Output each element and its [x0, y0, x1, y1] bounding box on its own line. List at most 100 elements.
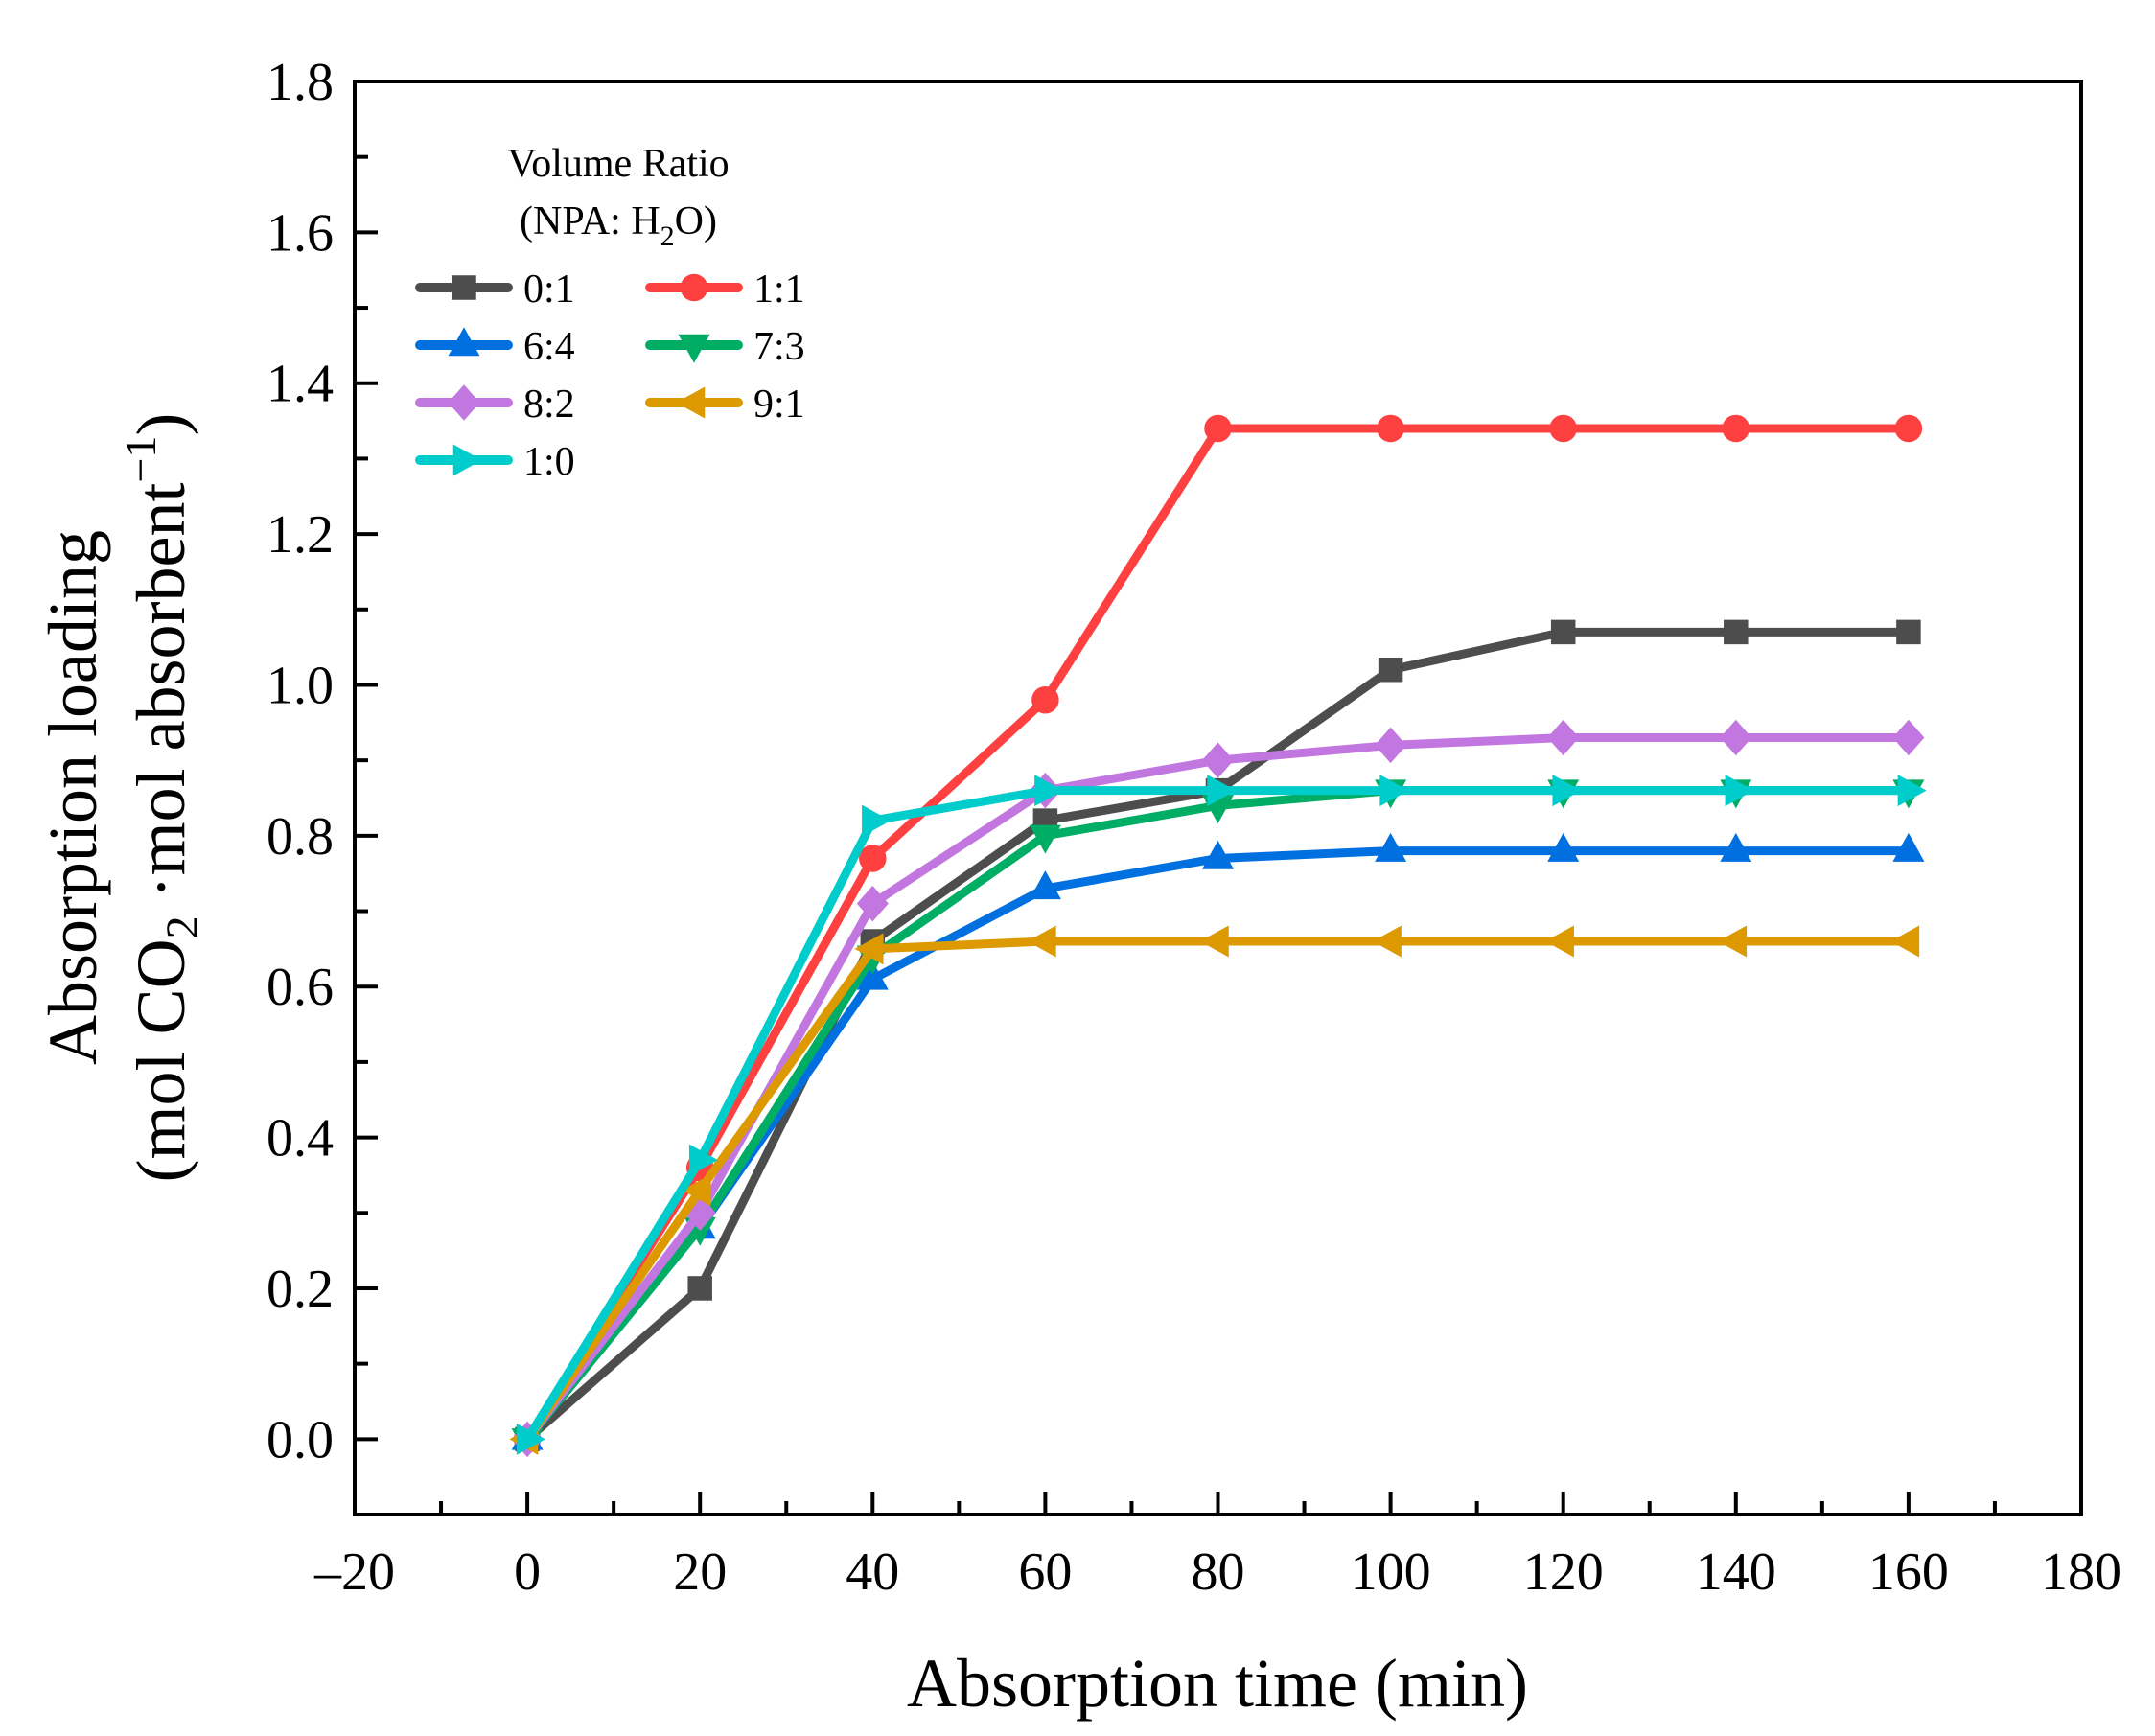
- legend-label: 1:0: [523, 440, 575, 484]
- legend-items: 0:1 1:1 6:4 7:3 8:2 9:1 1:0: [415, 267, 805, 484]
- axes: –20 0 20 40 60 80 100 120 140 160 180 0.0 0.2 0.4 0.6 0…: [266, 53, 2121, 1602]
- y-axis-title-line2: (mol CO2 ·mol absorbent−1): [116, 413, 208, 1183]
- data-point: [1897, 775, 1927, 807]
- y-axis-title-line1: Absorption loading: [35, 530, 111, 1065]
- y-tick-label: 0.6: [266, 958, 334, 1017]
- x-tick-label: 80: [1192, 1542, 1245, 1602]
- legend-label: 7:3: [753, 325, 805, 369]
- legend-item: 8:2: [415, 382, 575, 427]
- y-tick-label: 1.0: [266, 656, 334, 715]
- legend-label: 6:4: [523, 325, 575, 369]
- data-point: [856, 885, 889, 922]
- legend-item: 1:1: [645, 267, 805, 312]
- data-point: [1547, 719, 1580, 756]
- data-point: [1890, 925, 1920, 958]
- data-point: [1722, 414, 1750, 443]
- legend-label: 8:2: [523, 382, 575, 427]
- data-point: [1202, 742, 1234, 778]
- legend-label: 0:1: [523, 267, 575, 312]
- data-point: [854, 933, 884, 965]
- x-tick-label: 160: [1868, 1542, 1949, 1602]
- legend: Volume Ratio (NPA: H2O) 0:1 1:1 6:4 7:3 8:2 9…: [415, 142, 805, 484]
- data-point: [1207, 775, 1237, 807]
- y-axis-title: Absorption loading (mol CO2 ·mol absorbe…: [35, 413, 208, 1183]
- legend-title-subscript: 2: [660, 220, 675, 252]
- y-tick-label: 1.6: [266, 203, 334, 263]
- ylabel-superscript: −1: [116, 436, 165, 483]
- legend-item: 6:4: [415, 325, 575, 369]
- y-tick-label: 0.8: [266, 807, 334, 867]
- data-point: [1375, 727, 1407, 764]
- data-point: [1549, 414, 1577, 443]
- data-point: [1204, 414, 1232, 443]
- data-point: [856, 961, 889, 990]
- data-point: [1377, 414, 1404, 443]
- y-tick-label: 1.4: [266, 355, 334, 414]
- data-point: [1550, 619, 1576, 645]
- series-8-2: [511, 719, 1925, 1458]
- legend-marker-circle-icon: [680, 273, 708, 302]
- y-tick-label: 1.8: [266, 53, 334, 112]
- x-tick-label: 140: [1696, 1542, 1776, 1602]
- data-point: [1372, 925, 1402, 958]
- legend-item: 9:1: [645, 382, 805, 427]
- x-axis-title: Absorption time (min): [907, 1645, 1528, 1722]
- legend-label: 9:1: [753, 382, 805, 427]
- x-tick-label: 180: [2041, 1542, 2121, 1602]
- data-point: [1379, 775, 1409, 807]
- data-point: [1892, 719, 1925, 756]
- y-tick-label: 0.2: [266, 1260, 334, 1319]
- legend-marker-square-icon: [452, 275, 476, 300]
- plot-marks: [509, 414, 1927, 1458]
- series-line: [523, 786, 1909, 1443]
- legend-label: 1:1: [753, 267, 805, 312]
- data-point: [859, 845, 887, 872]
- legend-item: 0:1: [415, 267, 575, 312]
- data-point: [1544, 925, 1574, 958]
- legend-item: 7:3: [645, 325, 805, 369]
- data-point: [688, 1144, 718, 1176]
- legend-title-part: (NPA: H: [520, 199, 660, 243]
- data-point: [862, 804, 892, 837]
- data-point: [1892, 832, 1925, 862]
- data-point: [1031, 685, 1059, 714]
- data-point: [1718, 925, 1748, 958]
- data-point: [687, 1276, 712, 1301]
- data-point: [1552, 775, 1582, 807]
- ylabel-subscript: 2: [157, 915, 208, 938]
- data-point: [1547, 832, 1580, 862]
- data-point: [1029, 824, 1061, 854]
- legend-title-line1: Volume Ratio: [507, 142, 729, 186]
- series-line: [523, 937, 1909, 1442]
- data-point: [516, 1423, 545, 1455]
- data-point: [1896, 619, 1921, 645]
- x-tick-label: 100: [1351, 1542, 1431, 1602]
- data-point: [1894, 414, 1923, 443]
- x-tick-label: 0: [514, 1542, 541, 1602]
- ylabel-part: ·mol absorbent: [123, 483, 199, 916]
- series-6-4: [511, 832, 1925, 1450]
- x-tick-label: 120: [1523, 1542, 1604, 1602]
- data-point: [682, 1174, 711, 1207]
- legend-title-part: O): [675, 199, 717, 243]
- data-point: [1725, 775, 1754, 807]
- y-tick-label: 0.4: [266, 1109, 334, 1169]
- data-point: [1202, 840, 1234, 869]
- legend-marker-diamond-icon: [448, 384, 480, 421]
- ylabel-part: (mol CO: [123, 938, 199, 1182]
- data-point: [1029, 870, 1061, 900]
- x-tick-label: 60: [1018, 1542, 1072, 1602]
- data-point: [1724, 619, 1749, 645]
- data-point: [1375, 832, 1407, 862]
- y-tick-label: 0.0: [266, 1410, 334, 1470]
- legend-marker-triangle-left-icon: [676, 386, 706, 419]
- data-point: [1720, 832, 1752, 862]
- data-point: [1027, 925, 1056, 958]
- legend-item: 1:0: [415, 440, 575, 484]
- x-tick-label: 20: [673, 1542, 727, 1602]
- data-point: [1378, 657, 1403, 683]
- data-point: [1034, 775, 1064, 807]
- x-tick-label: –20: [313, 1542, 395, 1602]
- legend-title-line2: (NPA: H2O): [520, 199, 717, 252]
